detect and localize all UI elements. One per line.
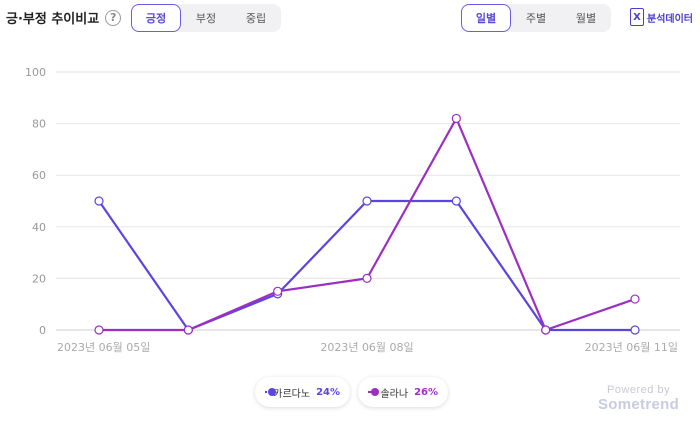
period-toggle: 일별 주별 월별 — [461, 4, 611, 32]
tab-weekly[interactable]: 주별 — [525, 12, 547, 25]
data-point-0 — [451, 196, 461, 206]
series-line-0 — [98, 199, 635, 332]
legend-marker-icon — [368, 388, 380, 396]
data-point-0 — [362, 196, 372, 206]
powered-by-text: Powered by — [606, 384, 671, 396]
legend-percent: 24% — [316, 386, 340, 398]
tab-daily[interactable]: 일별 — [461, 4, 511, 32]
data-point-1 — [183, 325, 193, 335]
sentiment-toggle: 긍정 부정 중립 — [131, 4, 281, 32]
y-tick-label: 0 — [39, 324, 46, 337]
data-point-1 — [273, 286, 283, 296]
series-line-1 — [99, 117, 636, 332]
data-point-0 — [94, 196, 104, 206]
data-point-1 — [451, 113, 461, 124]
x-tick-label: 2023년 06월 05일 — [57, 340, 150, 354]
x-tick-label: 2023년 06월 11일 — [585, 340, 678, 354]
y-tick-label: 80 — [32, 118, 46, 131]
tab-neutral[interactable]: 중립 — [245, 12, 267, 25]
tab-monthly[interactable]: 월별 — [575, 12, 597, 25]
data-point-0 — [630, 325, 640, 335]
data-point-1 — [362, 273, 372, 283]
data-point-1 — [630, 294, 640, 304]
chart-title: 긍·부정 추이비교 ? — [6, 8, 122, 27]
legend-item-solana[interactable]: 솔라나 26% — [358, 377, 448, 407]
data-point-1 — [541, 325, 551, 335]
help-icon[interactable]: ? — [105, 9, 122, 26]
y-tick-label: 60 — [32, 169, 46, 182]
legend-marker-icon — [265, 388, 278, 396]
excel-icon: X — [630, 8, 644, 26]
legend-label: 솔라나 — [380, 388, 409, 400]
export-data-button[interactable]: X 분석데이터 — [630, 8, 693, 26]
data-point-1 — [94, 325, 104, 335]
export-label: 분석데이터 — [647, 13, 693, 25]
brand-name: Sometrend — [598, 396, 680, 413]
y-tick-label: 100 — [25, 66, 46, 79]
legend-percent: 26% — [414, 386, 438, 398]
y-tick-label: 20 — [32, 272, 46, 285]
legend-label: 카르다노 — [273, 388, 311, 400]
tab-negative[interactable]: 부정 — [195, 12, 217, 25]
page-title: 긍·부정 추이비교 — [6, 12, 100, 27]
legend-item-cardano[interactable]: 카르다노 24% — [255, 377, 350, 407]
powered-by-logo: Powered by Sometrend — [598, 384, 679, 413]
x-tick-label: 2023년 06월 08일 — [320, 340, 413, 354]
tab-positive[interactable]: 긍정 — [131, 4, 181, 32]
y-tick-label: 40 — [32, 221, 46, 234]
